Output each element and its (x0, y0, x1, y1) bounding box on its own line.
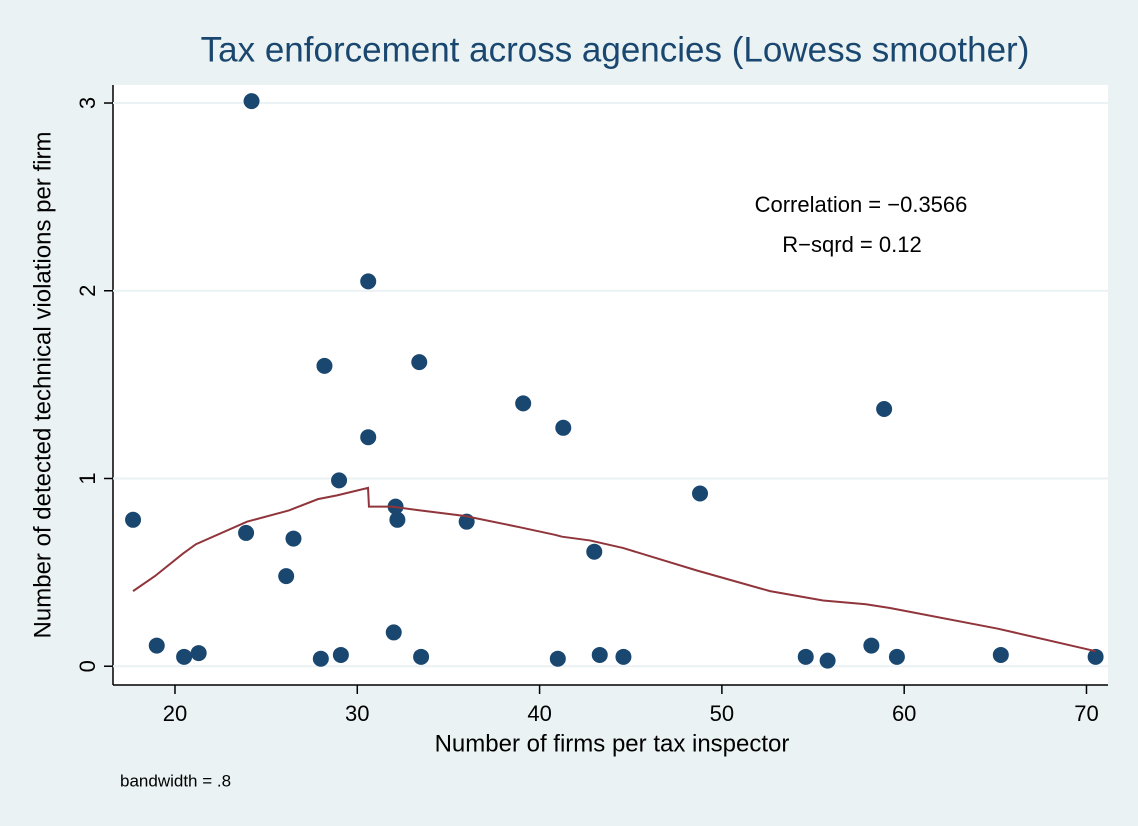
point (331, 472, 348, 489)
point (413, 648, 430, 665)
point (148, 637, 165, 654)
x-tick-label: 20 (163, 701, 187, 726)
point (876, 401, 893, 418)
note: bandwidth = .8 (120, 771, 231, 790)
x-tick-label: 40 (527, 701, 551, 726)
point (555, 419, 572, 436)
x-tick-label: 60 (892, 701, 916, 726)
point (515, 395, 532, 412)
annotation: Correlation = −0.3566 (755, 192, 968, 217)
point (797, 648, 814, 665)
lowess-line (132, 486, 1096, 653)
point (360, 429, 377, 446)
point (411, 354, 428, 371)
point (586, 543, 603, 560)
point (312, 650, 329, 667)
point (238, 524, 255, 541)
point (549, 650, 566, 667)
point (243, 93, 260, 110)
point (819, 652, 836, 669)
x-tick-label: 70 (1074, 701, 1098, 726)
y-tick-label: 3 (75, 97, 100, 109)
point (385, 624, 402, 641)
point (591, 646, 608, 663)
x-axis-title: Number of firms per tax inspector (435, 730, 790, 757)
y-tick-label: 0 (75, 660, 100, 672)
point (360, 273, 377, 290)
point (125, 511, 142, 528)
x-tick-label: 30 (345, 701, 369, 726)
point (863, 637, 880, 654)
point (615, 648, 632, 665)
chart-title: Tax enforcement across agencies (Lowess … (201, 30, 1030, 69)
point (389, 511, 406, 528)
point (692, 485, 709, 502)
y-axis-title: Number of detected technical violations … (29, 132, 56, 639)
point (332, 646, 349, 663)
y-tick-label: 2 (75, 285, 100, 297)
point (888, 648, 905, 665)
point (1087, 648, 1104, 665)
point (190, 645, 207, 662)
point (176, 648, 193, 665)
annotation: R−sqrd = 0.12 (782, 232, 921, 257)
point (278, 568, 295, 585)
point (316, 357, 333, 374)
x-tick-label: 50 (710, 701, 734, 726)
point (285, 530, 302, 547)
plot-area (113, 85, 1108, 685)
y-tick-label: 1 (75, 472, 100, 484)
point (992, 646, 1009, 663)
